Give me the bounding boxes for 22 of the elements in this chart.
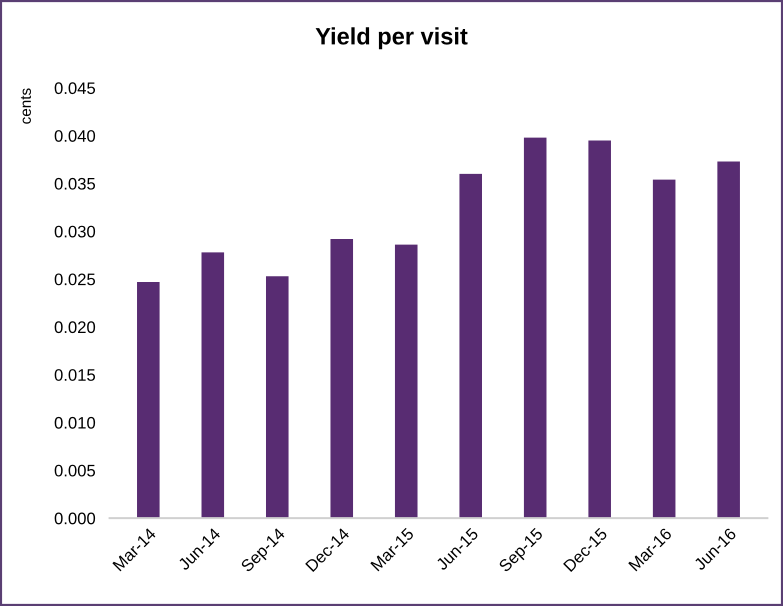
- y-tick-label: 0.015: [54, 369, 96, 381]
- bar: [394, 244, 418, 518]
- bar: [459, 174, 482, 518]
- bar: [330, 238, 354, 518]
- y-tick-label: 0.025: [54, 274, 96, 286]
- y-tick-label: 0.010: [54, 416, 96, 429]
- y-tick-label: 0.045: [54, 82, 96, 94]
- bar: [524, 138, 546, 518]
- bar: [266, 276, 289, 518]
- y-axis-title: cents: [20, 88, 31, 124]
- y-tick-label: 0.020: [54, 321, 96, 334]
- bar: [652, 180, 676, 518]
- bar: [717, 161, 740, 518]
- bar: [202, 252, 224, 518]
- bar: [588, 140, 611, 518]
- y-tick-label: 0.030: [54, 226, 96, 238]
- chart-title: Yield per visit: [316, 27, 468, 50]
- y-tick-label: 0.040: [54, 130, 96, 142]
- bar: [137, 282, 160, 518]
- y-tick-label: 0.005: [54, 464, 96, 477]
- y-tick-label: 0.000: [54, 512, 96, 524]
- y-tick-label: 0.035: [54, 178, 96, 190]
